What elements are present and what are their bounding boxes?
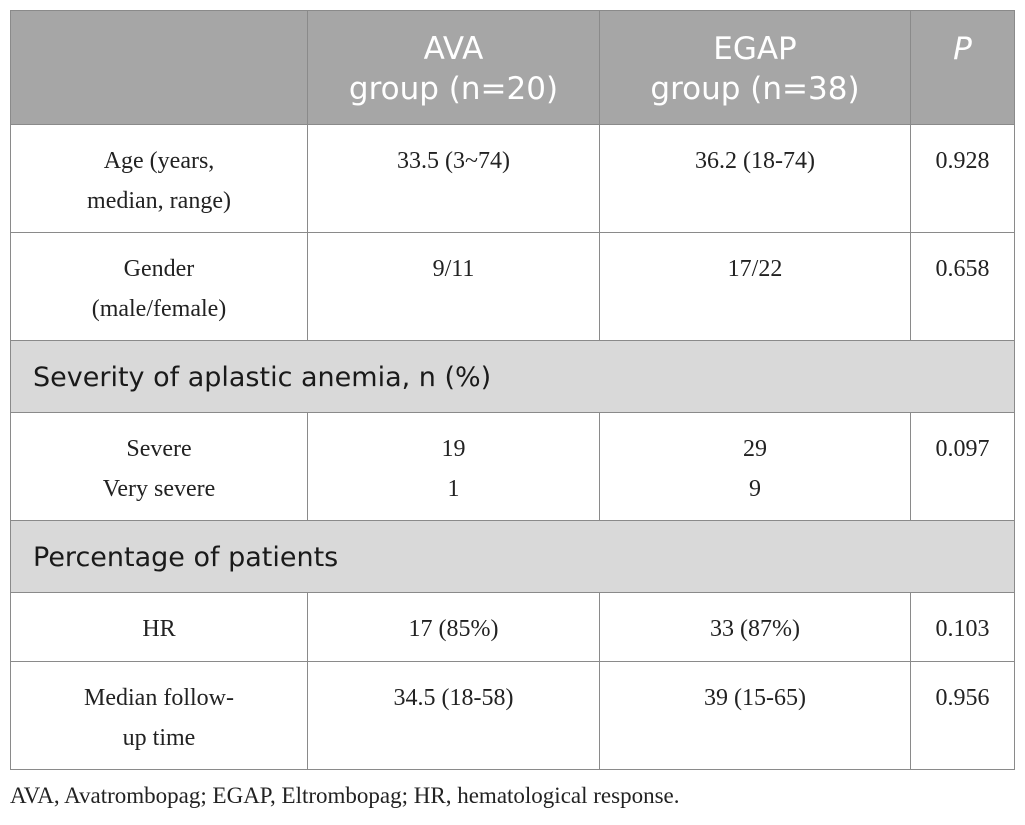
row-label-followup: Median follow- up time xyxy=(10,661,308,770)
header-p-value: P xyxy=(910,10,1015,125)
row-label-severe: Severe xyxy=(126,436,192,462)
header-egap-group: EGAP group (n=38) xyxy=(599,10,911,125)
table-row-age: Age (years, median, range) 33.5 (3~74) 3… xyxy=(10,124,1015,233)
cell-severe-ava: 19 xyxy=(441,436,466,462)
cell-severity-p: 0.097 xyxy=(910,412,1015,521)
comparison-table: AVA group (n=20) EGAP group (n=38) P Age… xyxy=(10,10,1015,770)
cell-hr-p: 0.103 xyxy=(910,592,1015,662)
cell-severity-ava: 19 1 xyxy=(307,412,600,521)
section-title-percentage: Percentage of patients xyxy=(10,520,1015,593)
cell-severe-egap: 29 xyxy=(743,436,767,462)
header-ava-line2: group (n=20) xyxy=(348,71,559,107)
cell-gender-egap: 17/22 xyxy=(599,232,911,341)
cell-followup-ava: 34.5 (18-58) xyxy=(307,661,600,770)
header-empty-cell xyxy=(10,10,308,125)
cell-severity-egap: 29 9 xyxy=(599,412,911,521)
data-table-container: AVA group (n=20) EGAP group (n=38) P Age… xyxy=(10,10,1015,770)
header-egap-line2: group (n=38) xyxy=(650,71,860,107)
table-footnote: AVA, Avatrombopag; EGAP, Eltrombopag; HR… xyxy=(10,783,680,808)
cell-age-p: 0.928 xyxy=(910,124,1015,233)
cell-age-egap: 36.2 (18-74) xyxy=(599,124,911,233)
cell-gender-ava: 9/11 xyxy=(307,232,600,341)
header-egap-line1: EGAP xyxy=(713,31,797,67)
header-ava-line1: AVA xyxy=(423,31,484,67)
header-ava-group: AVA group (n=20) xyxy=(307,10,600,125)
cell-age-ava: 33.5 (3~74) xyxy=(307,124,600,233)
table-header-row: AVA group (n=20) EGAP group (n=38) P xyxy=(10,10,1015,125)
row-label-age-line1: Age (years, xyxy=(103,148,215,174)
row-label-age-line2: median, range) xyxy=(87,188,231,214)
row-label-gender-line1: Gender xyxy=(123,256,195,282)
cell-hr-egap: 33 (87%) xyxy=(599,592,911,662)
cell-hr-ava: 17 (85%) xyxy=(307,592,600,662)
cell-gender-p: 0.658 xyxy=(910,232,1015,341)
section-title-severity: Severity of aplastic anemia, n (%) xyxy=(10,340,1015,413)
row-label-followup-line2: up time xyxy=(122,725,196,751)
row-label-gender-line2: (male/female) xyxy=(91,296,227,322)
row-label-hr: HR xyxy=(10,592,308,662)
row-label-followup-line1: Median follow- xyxy=(84,685,234,711)
table-row-severity: Severe Very severe 19 1 29 9 0.097 xyxy=(10,412,1015,521)
section-row-severity: Severity of aplastic anemia, n (%) xyxy=(10,340,1015,413)
cell-followup-egap: 39 (15-65) xyxy=(599,661,911,770)
table-row-hr: HR 17 (85%) 33 (87%) 0.103 xyxy=(10,592,1015,662)
row-label-age: Age (years, median, range) xyxy=(10,124,308,233)
table-row-gender: Gender (male/female) 9/11 17/22 0.658 xyxy=(10,232,1015,341)
row-label-very-severe: Very severe xyxy=(102,476,216,502)
row-label-severity: Severe Very severe xyxy=(10,412,308,521)
cell-very-severe-ava: 1 xyxy=(447,476,460,502)
section-row-percentage: Percentage of patients xyxy=(10,520,1015,593)
cell-very-severe-egap: 9 xyxy=(749,476,761,502)
table-row-followup: Median follow- up time 34.5 (18-58) 39 (… xyxy=(10,661,1015,770)
row-label-gender: Gender (male/female) xyxy=(10,232,308,341)
cell-followup-p: 0.956 xyxy=(910,661,1015,770)
